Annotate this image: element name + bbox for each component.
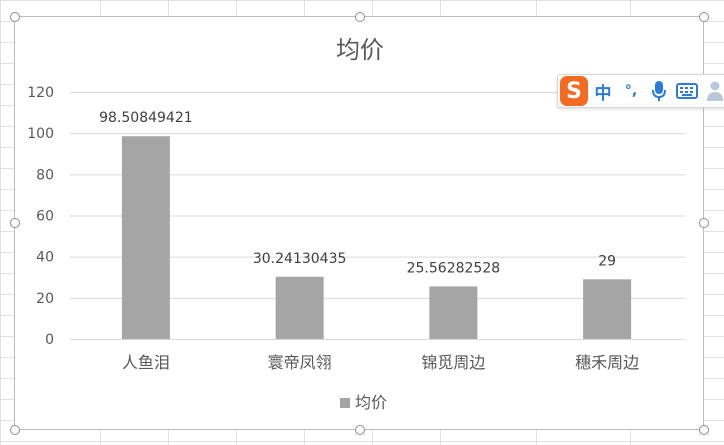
y-tick-label: 60 (36, 209, 54, 225)
bar[interactable] (275, 276, 324, 339)
resize-handle-top-right[interactable] (699, 12, 709, 22)
x-tick-label: 寰帝凤翎 (268, 353, 332, 372)
resize-handle-bottom[interactable] (355, 425, 365, 435)
data-label: 25.56282528 (407, 260, 501, 276)
x-tick-label: 人鱼泪 (122, 353, 170, 372)
chart-title: 均价 (336, 36, 384, 64)
y-tick-label: 20 (36, 291, 54, 307)
resize-handle-bottom-right[interactable] (699, 425, 709, 435)
bar[interactable] (429, 286, 478, 339)
resize-handle-right[interactable] (699, 218, 709, 228)
data-label: 29 (598, 253, 616, 269)
ime-punctuation-button[interactable]: °, (624, 83, 638, 99)
user-icon[interactable] (702, 77, 724, 105)
data-label: 98.50849421 (99, 110, 193, 126)
keyboard-icon[interactable] (674, 77, 700, 105)
ime-mode-button[interactable]: 中 (594, 83, 612, 104)
y-tick-label: 80 (36, 167, 54, 183)
y-tick-label: 120 (27, 85, 54, 101)
bar[interactable] (583, 279, 632, 339)
x-tick-label: 锦觅周边 (421, 353, 485, 372)
data-label: 30.24130435 (253, 251, 347, 267)
x-tick-label: 穗禾周边 (575, 353, 639, 372)
y-tick-label: 40 (36, 250, 54, 266)
legend-swatch (340, 398, 350, 408)
bar-chart: 均价 0 20 40 60 80 100 120 98.50849421 人鱼泪 30.241304… (27, 36, 685, 412)
resize-handle-top-left[interactable] (10, 12, 20, 22)
legend-label: 均价 (355, 393, 387, 412)
microphone-icon[interactable] (646, 77, 672, 105)
y-tick-label: 0 (45, 332, 54, 348)
ime-toolbar[interactable]: S 中 °, (557, 74, 724, 108)
resize-handle-bottom-left[interactable] (10, 425, 20, 435)
legend[interactable]: 均价 (340, 393, 387, 412)
resize-handle-left[interactable] (10, 218, 20, 228)
y-tick-label: 100 (27, 126, 54, 142)
sogou-logo-icon[interactable]: S (560, 76, 588, 106)
resize-handle-top[interactable] (355, 12, 365, 22)
bar[interactable] (121, 136, 170, 339)
